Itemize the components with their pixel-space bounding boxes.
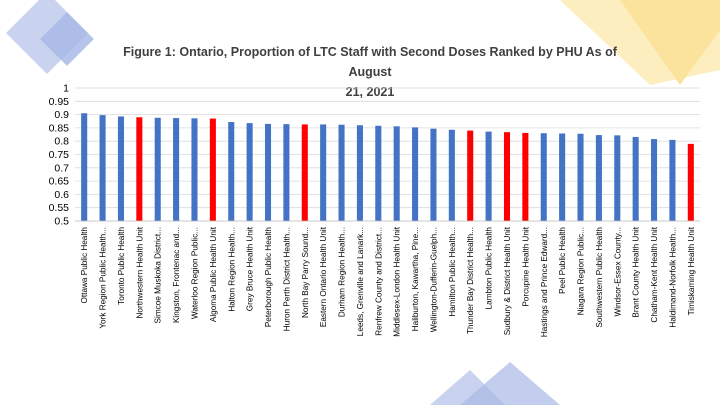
y-tick-label: 0.9 xyxy=(54,109,69,121)
y-tick-label: 0.7 xyxy=(54,162,69,174)
bar xyxy=(393,126,400,221)
x-tick-label: Leeds, Grenville and Lanark... xyxy=(356,227,365,336)
x-tick-label: Renfrew County and District... xyxy=(374,227,383,336)
x-tick-label: Thunder Bay District Health... xyxy=(466,227,475,334)
x-tick-label: Grey Bruce Health Unit xyxy=(246,226,255,311)
x-tick-label: York Region Public Health... xyxy=(99,227,108,329)
x-tick-label: Chatham-Kent Health Unit xyxy=(650,226,659,322)
bar xyxy=(614,135,621,221)
x-tick-label: Sudbury & District Health Unit xyxy=(503,226,512,335)
y-tick-label: 1 xyxy=(63,83,69,95)
x-tick-label: North Bay Parry Sound... xyxy=(301,227,310,318)
bar xyxy=(99,115,106,221)
bar xyxy=(338,124,345,221)
x-tick-label: Middlesex-London Health Unit xyxy=(393,226,402,336)
bar xyxy=(632,136,639,221)
y-tick-label: 0.75 xyxy=(49,149,70,161)
bar xyxy=(412,127,419,221)
x-tick-label: Hamilton Public Health... xyxy=(448,227,457,317)
x-tick-label: Lambton Public Health xyxy=(485,227,494,310)
bar xyxy=(136,117,143,221)
decor-diamond-blue-small xyxy=(40,12,94,66)
bar xyxy=(467,130,474,221)
bar xyxy=(559,133,566,221)
y-tick-label: 0.65 xyxy=(49,176,70,188)
y-tick-label: 0.95 xyxy=(49,96,70,108)
x-tick-label: Simcoe Muskoka District... xyxy=(154,227,163,323)
bar xyxy=(301,124,308,221)
decor-diamond-blue-bottom-2 xyxy=(460,362,560,405)
bar xyxy=(320,124,327,221)
bar xyxy=(356,125,363,221)
x-tick-label: Durham Region Health... xyxy=(338,227,347,317)
x-tick-label: Windsor-Essex County... xyxy=(613,227,622,316)
x-tick-label: Peel Public Health xyxy=(558,227,567,294)
x-tick-label: Niagara Region Public... xyxy=(577,227,586,315)
bar xyxy=(503,132,511,221)
y-tick-label: 0.5 xyxy=(54,216,69,228)
bar xyxy=(595,135,602,221)
bar xyxy=(117,116,124,221)
bar xyxy=(283,124,290,221)
x-tick-label: Peterborough Public Health xyxy=(264,227,273,328)
decor-diamond-yellow-dark xyxy=(620,0,720,85)
x-tick-label: Northwestern Health Unit xyxy=(135,226,144,318)
bar xyxy=(264,123,272,221)
x-tick-label: Eastern Ontario Health Unit xyxy=(319,226,328,327)
x-tick-label: Waterloo Region Public... xyxy=(190,227,199,319)
x-tick-label: Porcupine Health Unit xyxy=(521,226,530,306)
x-tick-label: Haldimand-Norfolk Health... xyxy=(668,227,677,328)
bar xyxy=(209,118,216,221)
y-tick-label: 0.85 xyxy=(49,122,70,134)
x-tick-label: Algoma Public Health Unit xyxy=(209,226,218,322)
bar xyxy=(540,133,547,221)
bar xyxy=(522,132,529,221)
bar xyxy=(375,125,382,221)
bar xyxy=(669,139,676,221)
y-tick-label: 0.55 xyxy=(49,202,70,214)
bar xyxy=(651,139,658,221)
bar xyxy=(246,123,253,221)
chart-title: Figure 1: Ontario, Proportion of LTC Sta… xyxy=(123,45,617,99)
x-tick-label: Wellington-Dufferin-Guelph... xyxy=(429,227,438,332)
bar xyxy=(81,113,88,221)
x-tick-label: Halton Region Health... xyxy=(227,227,236,312)
bar xyxy=(687,143,694,221)
x-tick-label: Brant County Health Unit xyxy=(632,226,641,317)
x-tick-label: Hastings and Prince Edward... xyxy=(540,227,549,337)
x-tick-label: Timiskaming Health Unit xyxy=(687,226,696,315)
bar xyxy=(430,128,437,221)
y-tick-label: 0.6 xyxy=(54,189,69,201)
bar xyxy=(173,118,180,221)
x-tick-label: Haliburton, Kawartha, Pine... xyxy=(411,227,420,331)
bar xyxy=(154,117,161,221)
bar xyxy=(448,129,455,221)
bar xyxy=(191,118,198,221)
x-tick-label: Huron Perth District Health... xyxy=(282,227,291,331)
x-tick-label: Kingston, Frontenac and... xyxy=(172,227,181,323)
bar xyxy=(485,131,492,221)
x-tick-label: Southwestern Public Health xyxy=(595,227,604,328)
x-tick-label: Ottawa Public Health xyxy=(80,227,89,304)
x-tick-label: Toronto Public Health xyxy=(117,227,126,305)
bar xyxy=(577,133,584,221)
bar xyxy=(228,122,235,221)
y-tick-label: 0.8 xyxy=(54,136,69,148)
